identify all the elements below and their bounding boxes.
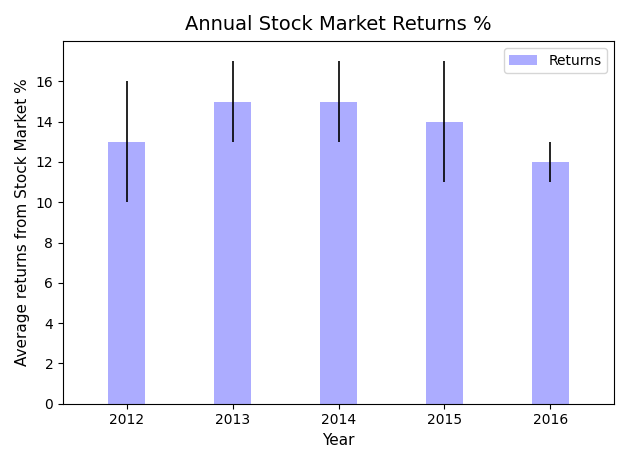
Legend: Returns: Returns [504,48,607,73]
Y-axis label: Average returns from Stock Market %: Average returns from Stock Market % [15,79,30,366]
X-axis label: Year: Year [322,433,355,448]
Bar [108,142,145,404]
Bar [320,101,357,404]
Title: Annual Stock Market Returns %: Annual Stock Market Returns % [185,15,492,34]
Bar [532,162,569,404]
Bar [214,101,251,404]
Bar [426,122,463,404]
